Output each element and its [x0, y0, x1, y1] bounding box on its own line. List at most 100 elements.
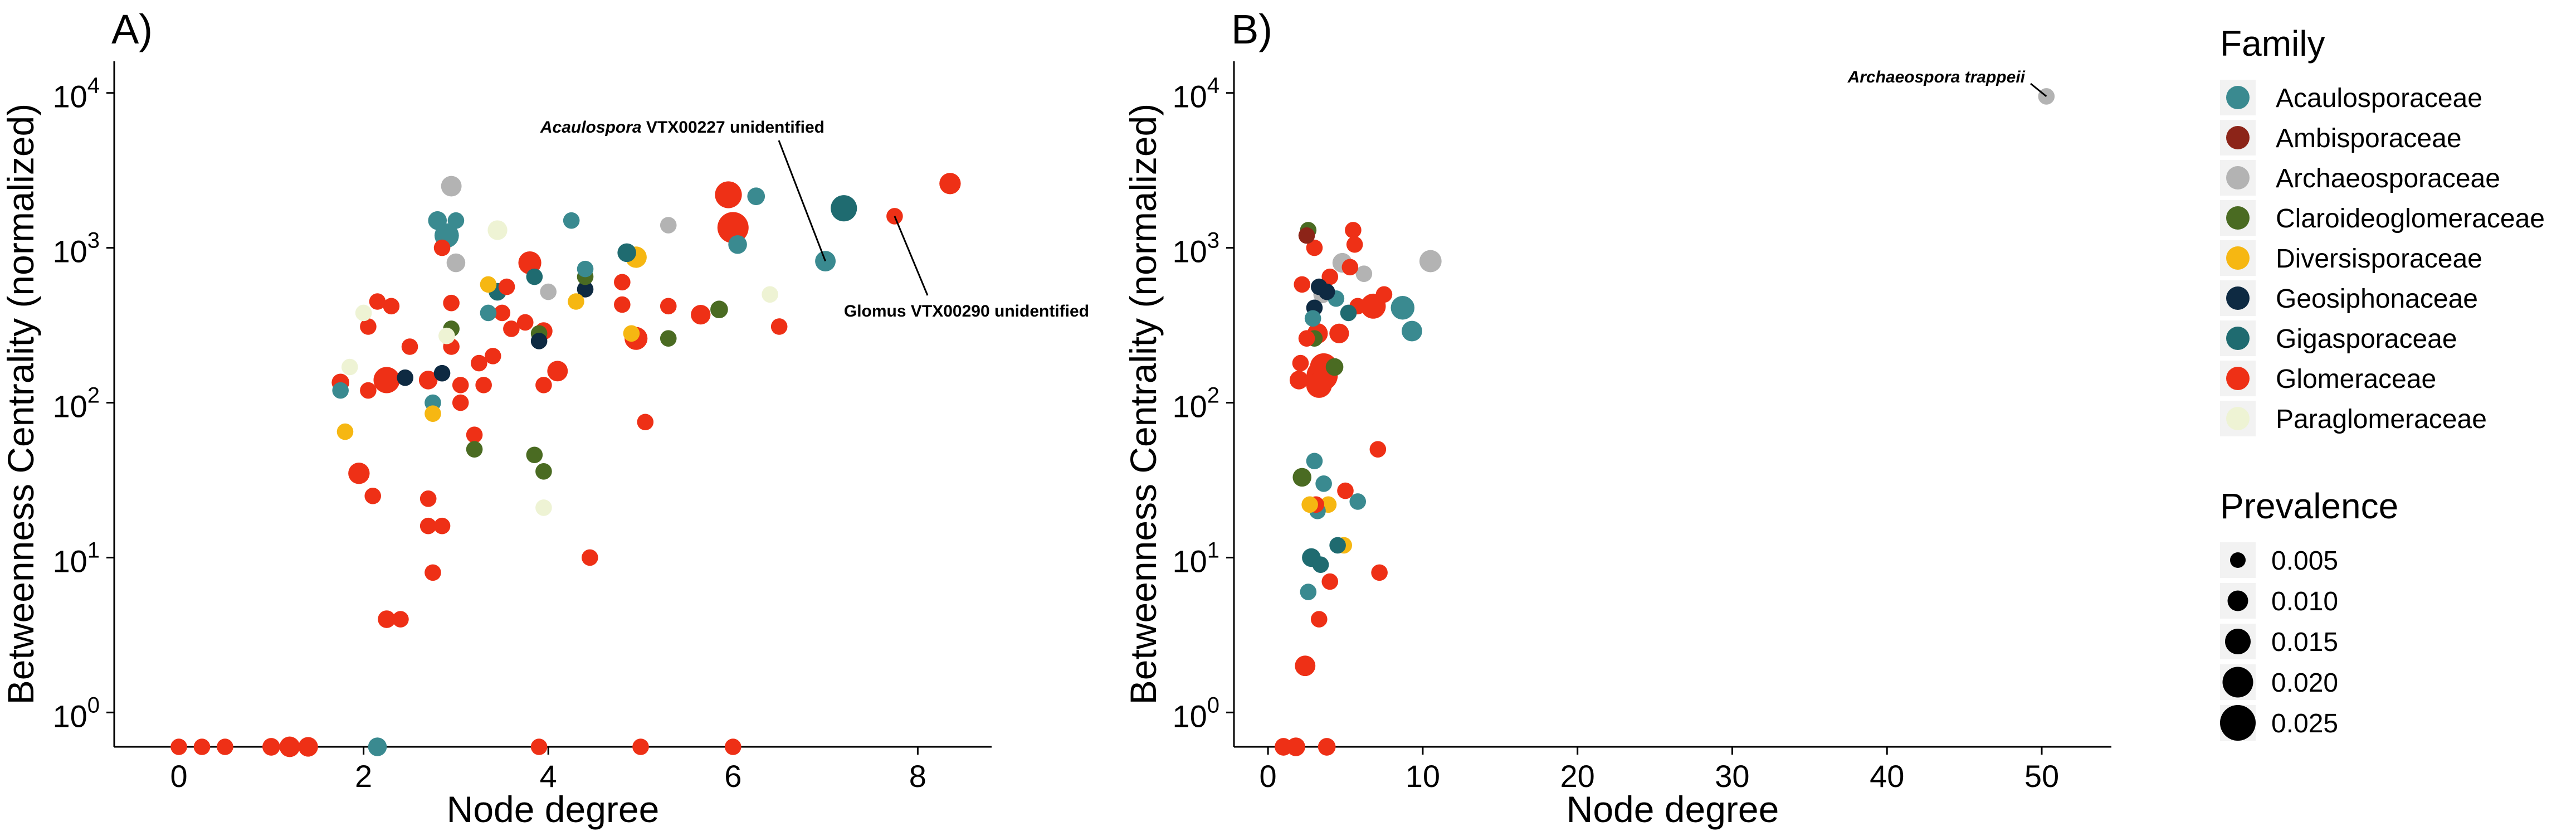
- data-point: [1292, 354, 1309, 372]
- y-tick-label: 102: [1172, 383, 1219, 424]
- legend-size-swatch: [2222, 667, 2253, 698]
- data-point: [623, 325, 640, 342]
- y-axis-title: Betweenness Centrality (normalized): [1123, 104, 1164, 704]
- data-point: [364, 488, 382, 504]
- data-point: [1295, 655, 1316, 677]
- data-point: [480, 304, 497, 322]
- legend-swatch: [2226, 327, 2250, 350]
- annotation-label: Archaeospora trappeii: [1847, 68, 2026, 86]
- data-point: [1401, 320, 1422, 342]
- data-point: [1355, 265, 1373, 282]
- data-point: [724, 738, 741, 755]
- data-point: [1298, 330, 1315, 347]
- legend-family-label: Diversisporaceae: [2276, 244, 2482, 274]
- legend-family-label: Geosiphonaceae: [2276, 284, 2478, 314]
- data-point: [563, 212, 580, 229]
- data-point: [484, 348, 501, 364]
- data-point: [1318, 738, 1336, 756]
- data-point: [419, 517, 437, 534]
- data-point: [728, 235, 747, 254]
- legend-prevalence-label: 0.025: [2271, 709, 2338, 738]
- data-point: [428, 211, 447, 230]
- legend-size-swatch: [2220, 705, 2256, 741]
- x-tick-label: 10: [1406, 759, 1440, 794]
- data-point: [1310, 611, 1328, 628]
- legend-swatch: [2226, 206, 2250, 230]
- data-point: [637, 414, 654, 431]
- data-point: [1337, 482, 1354, 499]
- data-point: [660, 217, 677, 234]
- data-point: [279, 736, 300, 757]
- data-point: [747, 187, 765, 206]
- data-point: [1310, 278, 1328, 295]
- data-point: [360, 318, 377, 335]
- data-point: [452, 377, 469, 393]
- legend-family-title: Family: [2220, 23, 2325, 64]
- legend-prevalence-label: 0.015: [2271, 628, 2338, 657]
- panel-label: B): [1231, 6, 1272, 52]
- x-tick-label: 0: [170, 759, 187, 794]
- legend: Family Acaulosporaceae Ambisporaceae Archae…: [2220, 23, 2545, 741]
- data-point: [1325, 358, 1344, 376]
- data-point: [1321, 268, 1339, 285]
- legend-swatch: [2226, 86, 2250, 109]
- data-point: [762, 286, 778, 303]
- data-point: [494, 304, 511, 322]
- data-point: [433, 364, 451, 382]
- data-point: [1315, 475, 1332, 492]
- y-tick-label: 104: [1172, 74, 1219, 114]
- panel-label: A): [111, 6, 153, 52]
- data-point: [433, 239, 451, 256]
- y-tick-label: 104: [52, 74, 100, 114]
- legend-swatch: [2226, 246, 2250, 270]
- data-point: [526, 268, 543, 285]
- data-point: [1306, 239, 1323, 256]
- data-point: [425, 564, 441, 581]
- legend-family-label: Claroideoglomeraceae: [2276, 204, 2545, 234]
- legend-prevalence-title: Prevalence: [2220, 486, 2398, 526]
- data-point: [1391, 295, 1415, 320]
- data-point: [1345, 222, 1362, 239]
- data-point: [447, 212, 465, 229]
- data-point: [452, 394, 469, 411]
- data-point: [360, 382, 377, 399]
- data-point: [369, 293, 386, 310]
- legend-swatch: [2226, 367, 2250, 390]
- data-point: [1321, 573, 1339, 590]
- data-point: [1419, 250, 1442, 273]
- x-tick-label: 4: [540, 759, 557, 794]
- data-point: [617, 243, 636, 263]
- y-tick-label: 101: [1172, 538, 1219, 579]
- legend-size-swatch: [2227, 590, 2248, 611]
- data-point: [446, 253, 466, 273]
- x-tick-label: 2: [355, 759, 372, 794]
- annotation-label: Glomus VTX00290 unidentified: [844, 302, 1089, 320]
- data-point: [717, 212, 749, 244]
- data-point: [262, 738, 280, 756]
- data-point: [770, 318, 788, 335]
- data-point: [614, 296, 631, 313]
- data-point: [1294, 276, 1311, 293]
- data-point: [368, 737, 387, 756]
- data-point: [397, 369, 414, 386]
- data-point: [1304, 310, 1321, 327]
- data-point: [530, 738, 548, 755]
- data-point: [526, 446, 543, 464]
- data-point: [547, 361, 568, 382]
- data-point: [401, 338, 418, 355]
- data-point: [355, 304, 372, 322]
- legend-swatch: [2226, 166, 2250, 189]
- data-point: [217, 738, 233, 755]
- data-point: [336, 423, 354, 440]
- data-point: [298, 737, 318, 757]
- data-point: [1300, 584, 1317, 600]
- annotation-leader: [894, 216, 929, 296]
- x-tick-label: 40: [1870, 759, 1904, 794]
- data-point: [831, 195, 857, 222]
- x-tick-label: 20: [1560, 759, 1595, 794]
- annotation-label: Acaulospora VTX00227 unidentified: [540, 118, 824, 137]
- data-point: [1346, 236, 1363, 253]
- data-point: [518, 251, 541, 275]
